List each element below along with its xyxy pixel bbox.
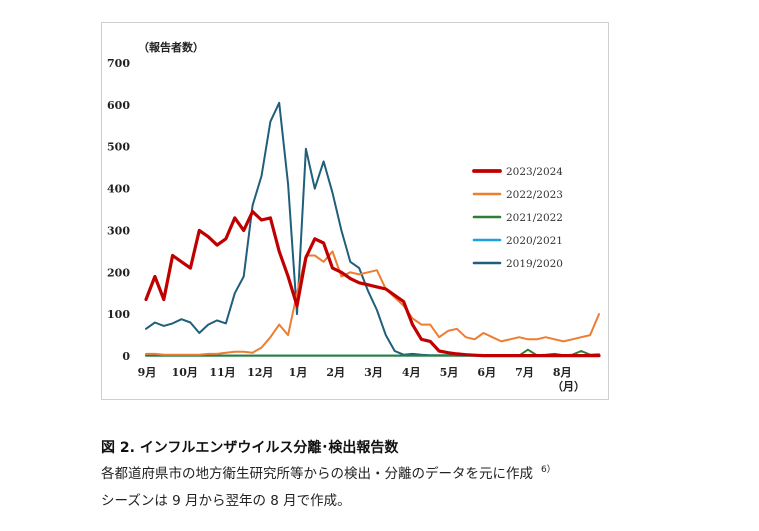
figure-caption-line1: 各都道府県市の地方衛生研究所等からの検出・分離のデータを元に作成 6） — [101, 462, 556, 482]
x-tick-label: 9月 — [138, 366, 157, 379]
series-line-2021-2022 — [145, 348, 600, 357]
x-tick-label: 7月 — [515, 366, 534, 379]
y-tick-label: 200 — [107, 266, 130, 279]
y-tick-label: 0 — [122, 350, 130, 363]
x-tick-label: 6月 — [477, 366, 496, 379]
x-tick-label: 1月 — [289, 366, 308, 379]
legend-label-2019-2020: 2019/2020 — [506, 258, 563, 270]
y-axis-unit-label: （報告者数） — [138, 40, 204, 54]
caption-reference-mark: 6） — [541, 465, 556, 475]
series-line-2019-2020 — [145, 101, 600, 357]
x-tick-label: 8月 — [553, 366, 572, 379]
x-tick-label: 12月 — [247, 366, 273, 379]
y-tick-label: 300 — [107, 224, 130, 237]
influenza-line-chart: （報告者数） 0 100 200 300 400 500 600 700 9月 10月 11月 12… — [107, 40, 601, 393]
y-tick-label: 700 — [107, 57, 130, 70]
legend-label-2023-2024: 2023/2024 — [506, 166, 563, 178]
chart-frame: （報告者数） 0 100 200 300 400 500 600 700 9月 10月 11月 12… — [101, 22, 609, 400]
series-line-2022-2023 — [145, 250, 600, 356]
y-tick-label: 500 — [107, 141, 130, 154]
x-tick-label: 10月 — [172, 366, 198, 379]
legend-label-2021-2022: 2021/2022 — [506, 212, 563, 224]
y-tick-label: 400 — [107, 183, 130, 196]
x-tick-label: 11月 — [209, 366, 235, 379]
y-tick-label: 100 — [107, 308, 130, 321]
figure-caption-line2: シーズンは 9 月から翌年の 8 月で作成。 — [101, 493, 351, 509]
x-axis-unit-label: （月） — [552, 380, 585, 393]
y-tick-label: 600 — [107, 99, 130, 112]
caption-text-source: 各都道府県市の地方衛生研究所等からの検出・分離のデータを元に作成 — [101, 466, 533, 482]
x-tick-label: 3月 — [364, 366, 383, 379]
figure-caption-title: 図 2. インフルエンザウイルス分離･検出報告数 — [101, 440, 399, 456]
legend-label-2020-2021: 2020/2021 — [506, 235, 563, 247]
legend-label-2022-2023: 2022/2023 — [506, 189, 563, 201]
x-tick-label: 5月 — [440, 366, 459, 379]
x-tick-label: 4月 — [402, 366, 421, 379]
x-tick-label: 2月 — [326, 366, 345, 379]
series-line-2023-2024 — [144, 210, 601, 358]
